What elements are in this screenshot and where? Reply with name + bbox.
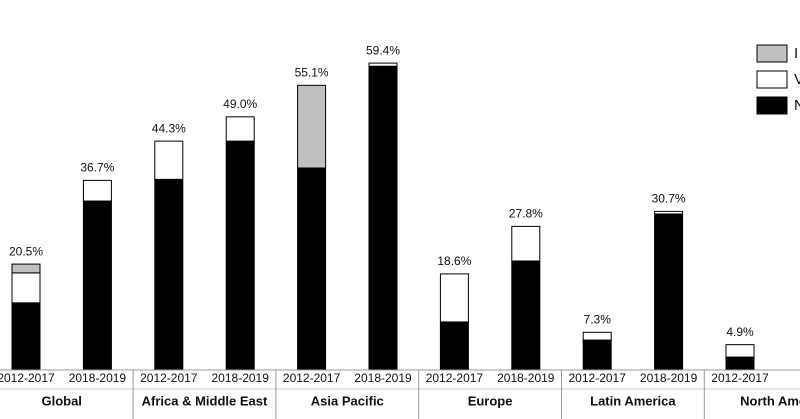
x-tick-label: 2012-2017 [140,371,198,385]
legend-swatch [756,70,788,89]
group-label: North Amer [740,393,800,408]
bar-segment [511,225,541,262]
value-label: 55.1% [295,65,329,79]
value-label: 20.5% [9,244,43,258]
value-label: 36.7% [80,161,114,175]
legend-label: V [794,71,800,88]
group-label: Asia Pacific [311,393,384,408]
legend-label: N [794,97,800,114]
legend-swatch [756,96,788,115]
group-label: Europe [468,393,513,408]
x-tick-label: 2012-2017 [426,371,484,385]
x-tick-label: 2012-2017 [0,371,55,385]
bar-segment [154,178,184,371]
bar-segment [225,116,255,142]
bar-segment [439,321,469,371]
legend-swatch [756,44,788,63]
value-label: 30.7% [652,192,686,206]
bar-segment [582,339,612,371]
bar-segment [368,65,398,371]
group-label: Global [41,393,81,408]
bar-segment [725,356,755,371]
value-label: 7.3% [584,312,612,326]
bar-segment [439,273,469,323]
value-label: 49.0% [223,97,257,111]
bar-segment [11,302,41,371]
legend-label: I [794,45,798,62]
group-label: Latin America [590,393,676,408]
bar-segment [82,179,112,202]
bar-segment [582,331,612,341]
value-label: 27.8% [509,207,543,221]
bar-segment [11,272,41,304]
value-label: 4.9% [726,325,754,339]
x-tick-label: 2018-2019 [497,371,555,385]
x-tick-label: 2012-2017 [711,371,769,385]
bar-segment [511,260,541,371]
bar-segment [368,62,398,67]
group-label: Africa & Middle East [142,393,268,408]
value-label: 44.3% [152,121,186,135]
bar-segment [82,200,112,371]
value-label: 18.6% [437,254,471,268]
bar-segment [654,210,684,215]
bar-segment [225,140,255,371]
bar-segment [297,84,327,169]
x-tick-label: 2012-2017 [283,371,341,385]
bar-segment [654,213,684,371]
x-tick-label: 2018-2019 [354,371,412,385]
bar-segment [154,140,184,180]
x-tick-label: 2018-2019 [212,371,270,385]
bar-segment [297,167,327,371]
bar-segment [725,344,755,358]
x-tick-label: 2018-2019 [640,371,698,385]
bar-segment [11,263,41,274]
x-tick-label: 2018-2019 [69,371,127,385]
value-label: 59.4% [366,43,400,57]
x-tick-label: 2012-2017 [569,371,627,385]
